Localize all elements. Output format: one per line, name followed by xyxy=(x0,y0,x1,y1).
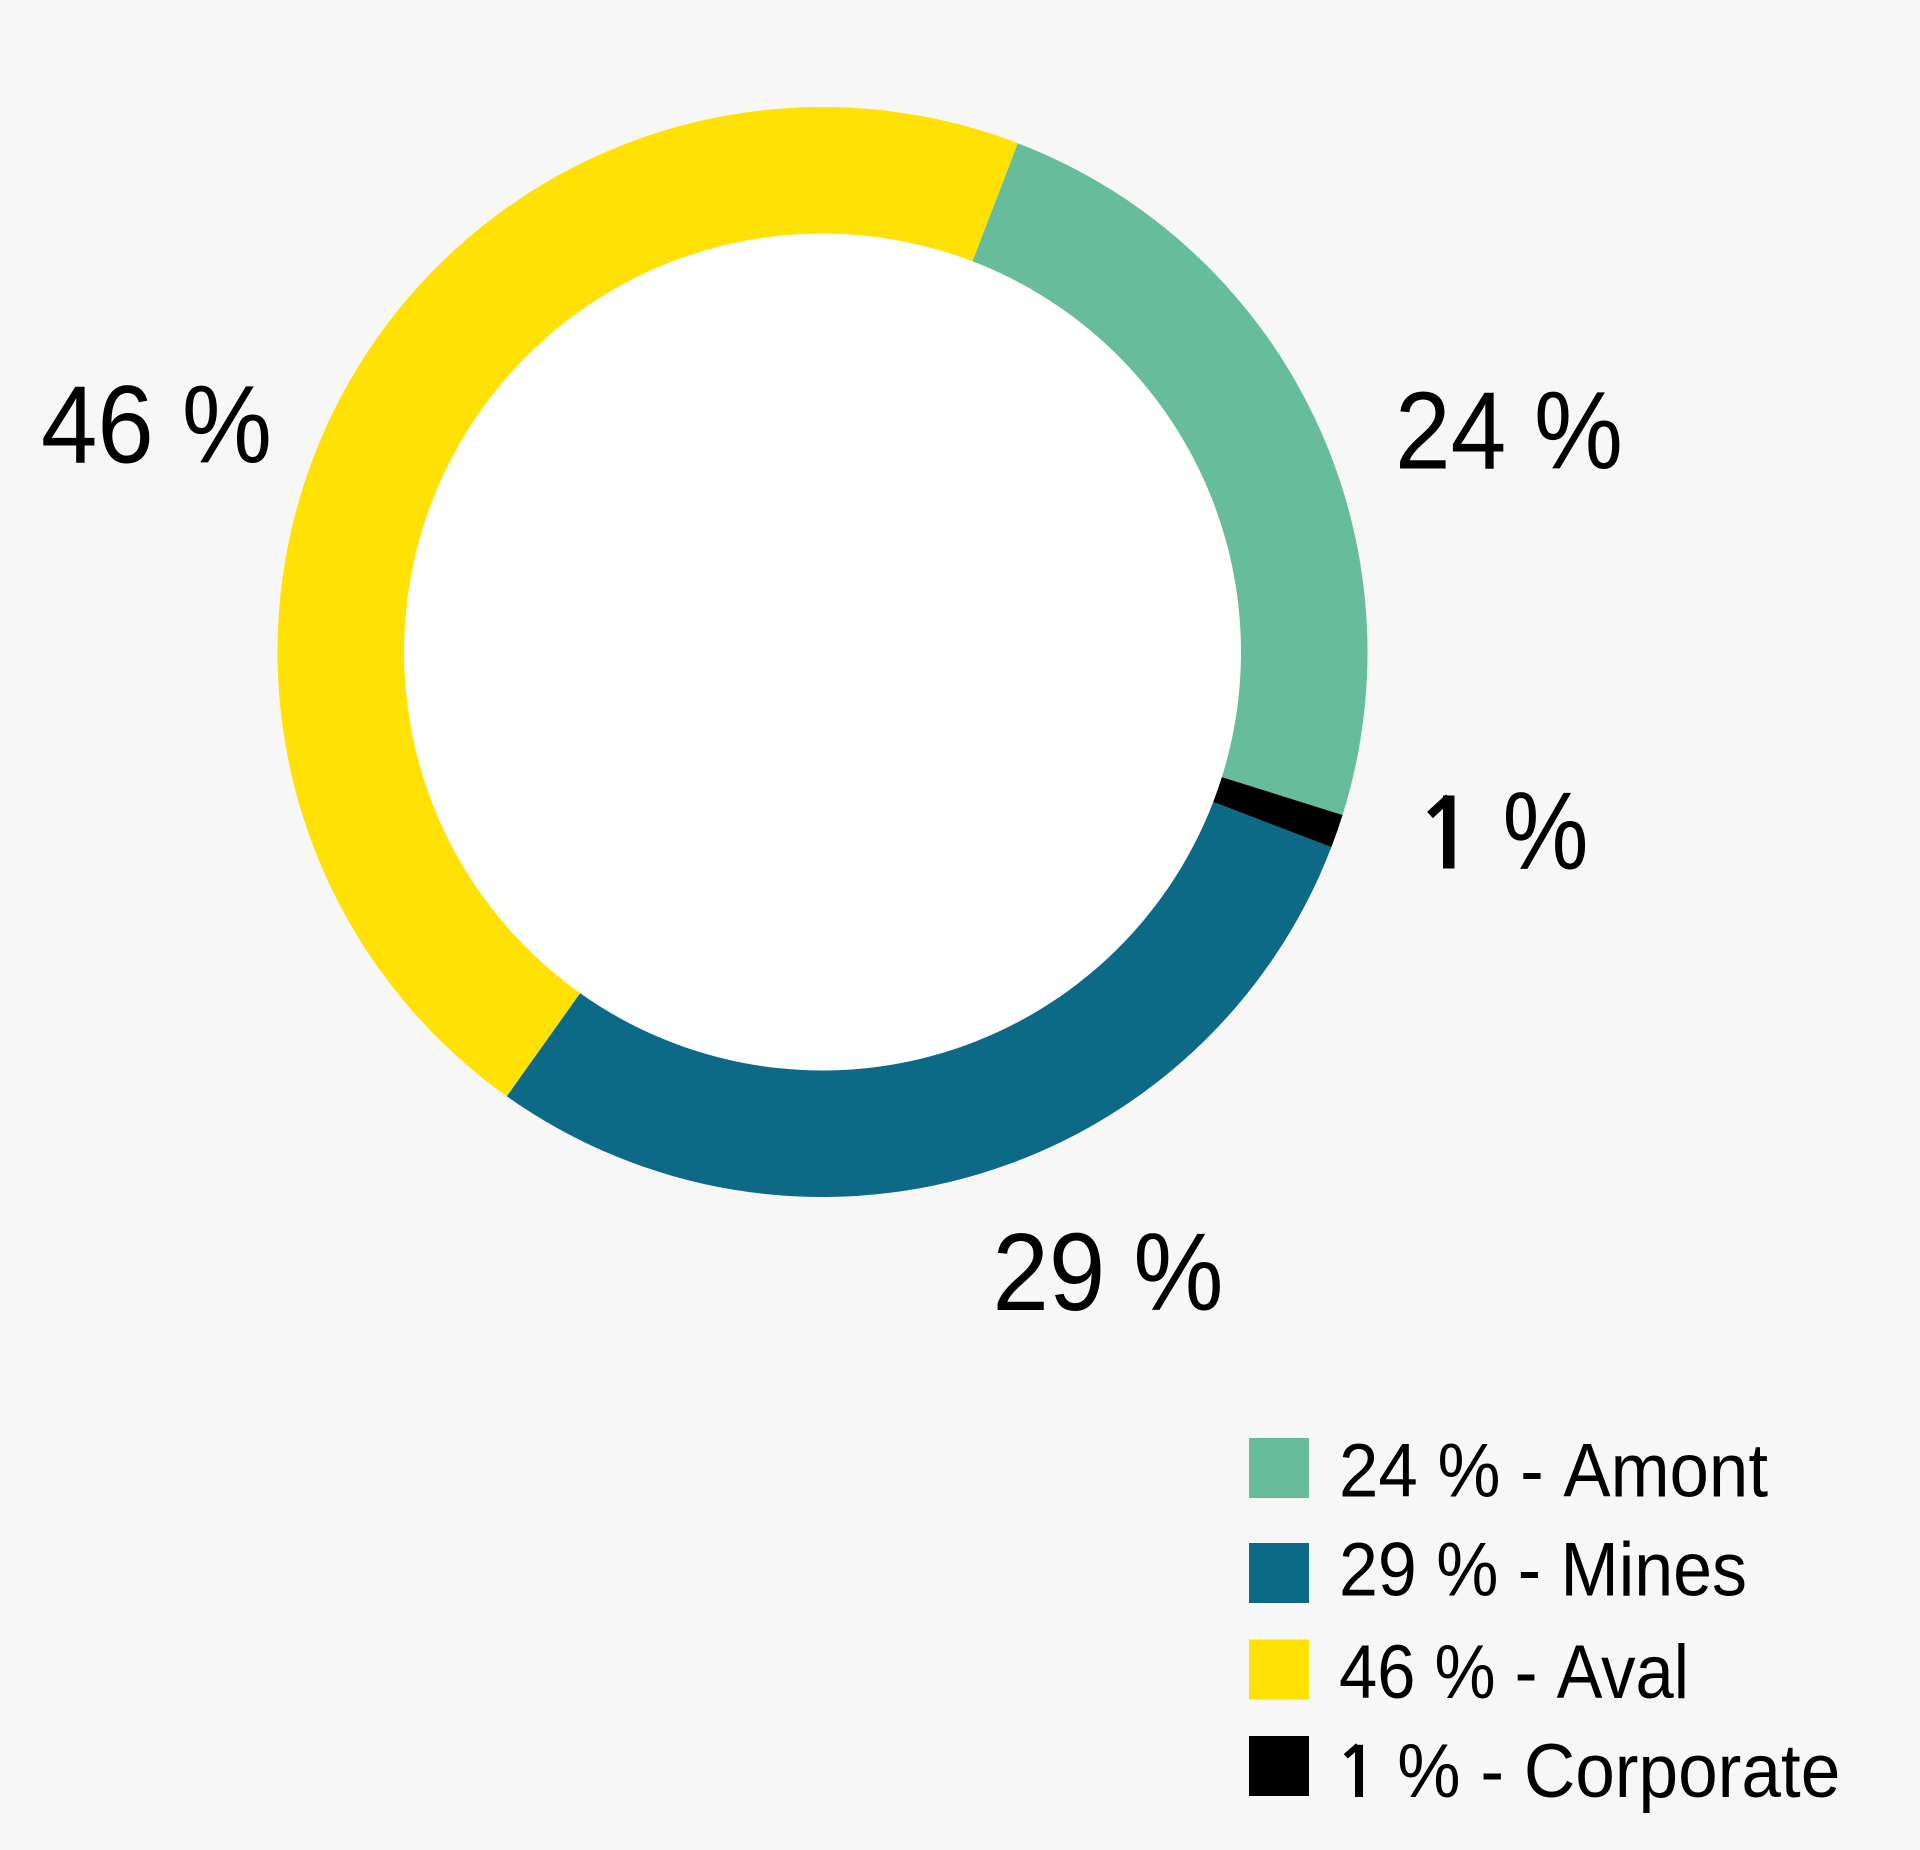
svg-text:%: % xyxy=(1503,770,1589,893)
svg-text:46 %: 46 % xyxy=(41,364,272,487)
svg-text:46 % - Aval: 46 % - Aval xyxy=(1339,1630,1689,1715)
svg-text:29 % - Mines: 29 % - Mines xyxy=(1339,1528,1747,1613)
svg-text:24 %: 24 % xyxy=(1395,369,1623,492)
svg-text:29 %: 29 % xyxy=(993,1211,1224,1334)
svg-text:% - Corporate: % - Corporate xyxy=(1397,1729,1840,1814)
svg-text:24 % - Amont: 24 % - Amont xyxy=(1339,1429,1768,1514)
